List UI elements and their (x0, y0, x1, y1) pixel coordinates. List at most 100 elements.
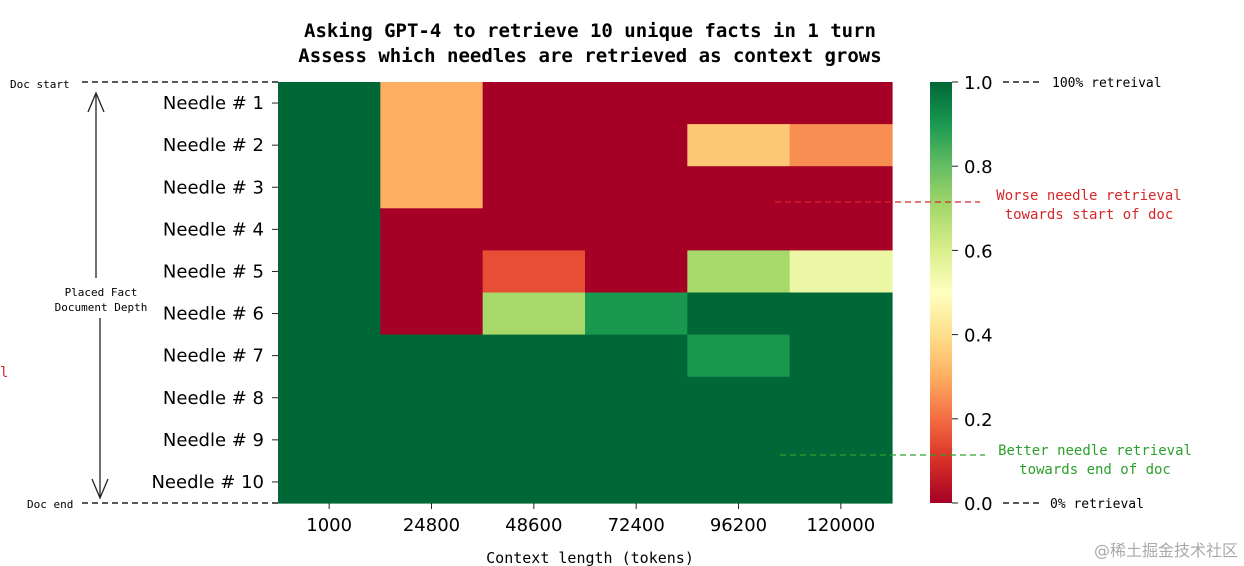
heatmap-cell-r6-c3 (482, 292, 586, 336)
heatmap-cells (278, 82, 893, 504)
heatmap-cell-r8-c2 (380, 376, 484, 420)
y-tick-labels: Needle # 1 Needle # 2 Needle # 3 Needle # 4… (151, 93, 278, 493)
x-tick-label: 120000 (806, 515, 875, 536)
heatmap-cell-r4-c1 (278, 208, 381, 251)
colorbar-tick-label: 0.4 (964, 326, 993, 347)
heatmap-cell-r7-c3 (482, 334, 586, 378)
heatmap-cell-r9-c2 (380, 418, 484, 462)
heatmap-cell-r7-c6 (789, 334, 893, 378)
colorbar (930, 82, 952, 503)
chart-title-line-2: Assess which needles are retrieved as co… (298, 45, 881, 67)
x-tick-labels: 1000 24800 48600 72400 96200 120000 (306, 503, 875, 536)
heatmap-cell-r7-c1 (278, 334, 381, 378)
heatmap-cell-r6-c2 (380, 292, 484, 336)
heatmap-cell-r4-c4 (585, 208, 688, 251)
heatmap-cell-r2-c1 (278, 124, 381, 167)
y-tick-label: Needle # 8 (163, 388, 264, 409)
heatmap-cell-r5-c4 (585, 250, 688, 294)
left-edge-fragment: l (0, 365, 8, 381)
heatmap-cell-r1-c3 (482, 82, 586, 125)
heatmap-cell-r7-c4 (585, 334, 688, 378)
y-tick-label: Needle # 3 (163, 177, 264, 198)
y-tick-label: Needle # 2 (163, 135, 264, 156)
y-tick-label: Needle # 6 (163, 304, 264, 325)
heatmap-cell-r7-c2 (380, 334, 484, 378)
x-tick-label: 48600 (505, 515, 562, 536)
colorbar-tick-label: 1.0 (964, 73, 993, 94)
x-tick-label: 96200 (710, 515, 767, 536)
heatmap-cell-r10-c3 (482, 460, 586, 504)
heatmap-cell-r2-c4 (585, 124, 688, 167)
heatmap-cell-r6-c4 (585, 292, 688, 336)
heatmap-cell-r2-c5 (687, 124, 791, 167)
heatmap-cell-r7-c5 (687, 334, 791, 378)
worse-annotation-line-1: Worse needle retrieval (996, 188, 1181, 204)
heatmap-cell-r10-c4 (585, 460, 688, 504)
depth-label-line-2: Document Depth (55, 301, 148, 314)
colorbar-tick-label: 0.6 (964, 241, 993, 262)
heatmap-cell-r8-c3 (482, 376, 586, 420)
x-tick-label: 24800 (403, 515, 460, 536)
y-tick-label: Needle # 4 (163, 219, 264, 240)
y-tick-label: Needle # 7 (163, 346, 264, 367)
y-tick-label: Needle # 10 (151, 472, 264, 493)
doc-end-label: Doc end (27, 498, 73, 511)
depth-arrow-head-top (87, 91, 105, 113)
heatmap-cell-r5-c2 (380, 250, 484, 294)
heatmap-cell-r9-c1 (278, 418, 381, 462)
colorbar-bottom-note: 0% retrieval (1050, 497, 1144, 512)
heatmap-cell-r9-c4 (585, 418, 688, 462)
heatmap-cell-r4-c6 (789, 208, 893, 251)
y-tick-label: Needle # 5 (163, 262, 264, 283)
depth-label-line-1: Placed Fact (65, 286, 138, 299)
heatmap-cell-r6-c1 (278, 292, 381, 336)
heatmap-cell-r1-c5 (687, 82, 791, 125)
heatmap-cell-r5-c3 (482, 250, 586, 294)
heatmap-cell-r5-c1 (278, 250, 381, 294)
better-annotation-line-1: Better needle retrieval (998, 443, 1192, 459)
heatmap-cell-r1-c2 (380, 82, 484, 125)
heatmap-cell-r1-c4 (585, 82, 688, 125)
heatmap-cell-r9-c5 (687, 418, 791, 462)
heatmap-cell-r5-c6 (789, 250, 893, 294)
heatmap-cell-r1-c1 (278, 82, 381, 125)
heatmap-cell-r4-c3 (482, 208, 586, 251)
y-tick-label: Needle # 9 (163, 430, 264, 451)
colorbar-top-note: 100% retreival (1052, 76, 1162, 91)
x-tick-label: 1000 (306, 515, 352, 536)
better-annotation-line-2: towards end of doc (1019, 462, 1171, 478)
heatmap-cell-r3-c2 (380, 166, 484, 209)
heatmap-cell-r5-c5 (687, 250, 791, 294)
heatmap-cell-r8-c6 (789, 376, 893, 420)
worse-annotation-line-2: towards start of doc (1005, 207, 1174, 223)
x-axis-label: Context length (tokens) (486, 549, 694, 566)
chart-title-line-1: Asking GPT-4 to retrieve 10 unique facts… (304, 20, 876, 42)
colorbar-tick-label: 0.8 (964, 157, 993, 178)
heatmap-cell-r6-c6 (789, 292, 893, 336)
heatmap-cell-r4-c2 (380, 208, 484, 251)
heatmap-cell-r10-c6 (789, 460, 893, 504)
heatmap-cell-r10-c1 (278, 460, 381, 504)
heatmap-cell-r3-c4 (585, 166, 688, 209)
colorbar-ticks: 1.0 0.8 0.6 0.4 0.2 0.0 (952, 73, 993, 515)
doc-start-label: Doc start (10, 78, 70, 91)
heatmap-cell-r8-c4 (585, 376, 688, 420)
heatmap-cell-r2-c3 (482, 124, 586, 167)
heatmap-cell-r8-c5 (687, 376, 791, 420)
x-tick-label: 72400 (608, 515, 665, 536)
heatmap-cell-r10-c5 (687, 460, 791, 504)
colorbar-tick-label: 0.2 (964, 410, 993, 431)
heatmap-cell-r8-c1 (278, 376, 381, 420)
heatmap-cell-r3-c3 (482, 166, 586, 209)
heatmap-cell-r4-c5 (687, 208, 791, 251)
heatmap-cell-r3-c1 (278, 166, 381, 209)
heatmap-cell-r9-c3 (482, 418, 586, 462)
heatmap-cell-r1-c6 (789, 82, 893, 125)
heatmap-cell-r3-c5 (687, 166, 791, 209)
depth-arrow-head-bottom (91, 478, 109, 500)
heatmap-cell-r2-c2 (380, 124, 484, 167)
heatmap-cell-r6-c5 (687, 292, 791, 336)
heatmap-cell-r10-c2 (380, 460, 484, 504)
colorbar-tick-label: 0.0 (964, 494, 993, 515)
